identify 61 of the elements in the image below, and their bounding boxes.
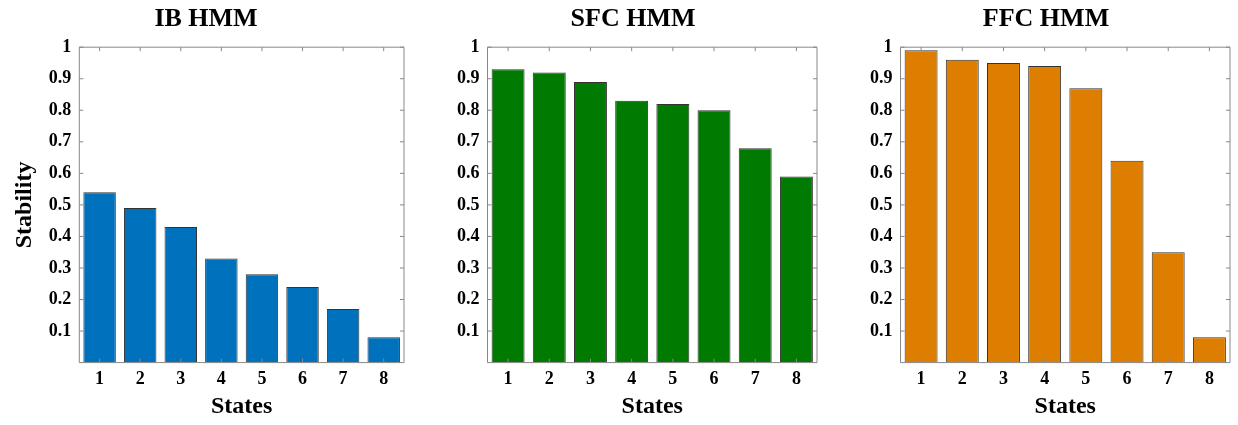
- x-tick-label: 8: [791, 368, 801, 389]
- x-axis-title: States: [1034, 391, 1096, 418]
- y-tick-label: 0.3: [870, 256, 893, 277]
- y-tick-label: 0.6: [870, 162, 893, 183]
- x-tick-label: 1: [503, 368, 513, 389]
- x-tick-label: 8: [1204, 368, 1214, 389]
- y-tick-label: 0.6: [457, 162, 480, 183]
- x-tick-label: 6: [298, 368, 308, 389]
- y-tick-label: 0.5: [870, 193, 893, 214]
- x-tick-label: 2: [957, 368, 967, 389]
- y-tick-label: 0.4: [457, 225, 480, 246]
- x-tick-label: 1: [95, 368, 105, 389]
- x-tick-label: 2: [135, 368, 145, 389]
- y-tick-label: 0.7: [48, 130, 72, 151]
- y-tick-label: 0.3: [457, 256, 480, 277]
- y-tick-label: 0.2: [48, 288, 72, 309]
- y-tick-label: 0.4: [870, 225, 893, 246]
- y-tick-label: 0.1: [870, 319, 893, 340]
- x-tick-label: 8: [379, 368, 389, 389]
- x-tick-label: 6: [1122, 368, 1132, 389]
- y-axis-title: Stability: [9, 161, 36, 249]
- x-tick-label: 7: [750, 368, 760, 389]
- x-tick-label: 4: [1040, 368, 1050, 389]
- x-tick-label: 7: [338, 368, 348, 389]
- y-tick-label: 0.8: [870, 98, 893, 119]
- y-tick-label: 0.8: [457, 98, 480, 119]
- y-tick-label: 0.5: [457, 193, 480, 214]
- y-tick-label: 0.1: [48, 319, 72, 340]
- x-tick-label: 1: [916, 368, 926, 389]
- x-tick-label: 5: [257, 368, 267, 389]
- x-tick-label: 3: [176, 368, 186, 389]
- x-tick-label: 4: [627, 368, 637, 389]
- x-axis-title: States: [621, 391, 683, 418]
- y-tick-label: 0.1: [457, 319, 480, 340]
- y-tick-label: 0.2: [870, 288, 893, 309]
- y-tick-label: 0.2: [457, 288, 480, 309]
- y-tick-label: 0.9: [48, 67, 72, 88]
- chart-title: SFC HMM: [570, 3, 696, 33]
- x-tick-label: 3: [585, 368, 595, 389]
- y-tick-label: 0.7: [457, 130, 480, 151]
- x-tick-label: 6: [709, 368, 719, 389]
- y-tick-label: 0.5: [48, 193, 72, 214]
- y-tick-label: 0.9: [870, 67, 893, 88]
- y-tick-label: 0.6: [48, 162, 72, 183]
- y-tick-label: 0.4: [48, 225, 72, 246]
- y-tick-label: 0.3: [48, 256, 72, 277]
- x-axis-title: States: [210, 391, 273, 418]
- x-tick-label: 2: [544, 368, 554, 389]
- x-tick-label: 7: [1163, 368, 1173, 389]
- x-tick-label: 5: [668, 368, 678, 389]
- y-tick-label: 0.8: [48, 98, 72, 119]
- y-tick-label: 1: [62, 35, 72, 56]
- y-tick-label: 1: [470, 35, 480, 56]
- y-tick-label: 1: [883, 35, 893, 56]
- x-tick-label: 5: [1081, 368, 1091, 389]
- x-tick-label: 4: [216, 368, 226, 389]
- x-tick-label: 3: [998, 368, 1008, 389]
- y-tick-label: 0.9: [457, 67, 480, 88]
- chart-title: IB HMM: [154, 3, 258, 33]
- y-tick-label: 0.7: [870, 130, 893, 151]
- chart-title: FFC HMM: [982, 3, 1110, 33]
